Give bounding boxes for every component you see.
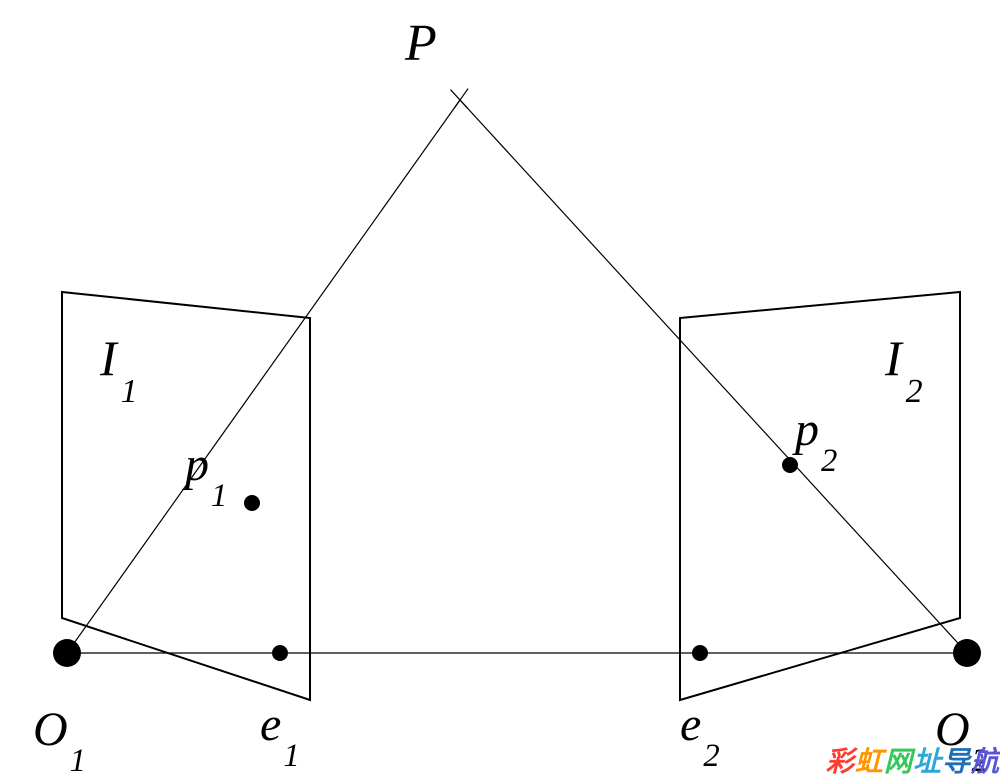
point-p1	[244, 495, 260, 511]
label-P: P	[404, 15, 437, 72]
label-e1: e1	[260, 698, 300, 774]
label-p2: p2	[792, 403, 837, 479]
image-plane-I2	[680, 292, 960, 700]
point-O1	[53, 639, 81, 667]
point-p2	[782, 457, 798, 473]
label-I2: I2	[884, 330, 923, 410]
label-p1: p1	[182, 438, 227, 514]
epipolar-diagram: P I1 I2 p1 p2 e1 e2 O1 O2	[0, 0, 1000, 780]
label-O1: O1	[33, 703, 86, 779]
point-e2	[692, 645, 708, 661]
label-e2: e2	[680, 698, 720, 774]
apex-P	[451, 89, 469, 109]
point-e1	[272, 645, 288, 661]
label-I1: I1	[99, 330, 138, 410]
point-O2	[953, 639, 981, 667]
watermark-text: 彩虹网址导航	[826, 740, 1000, 780]
